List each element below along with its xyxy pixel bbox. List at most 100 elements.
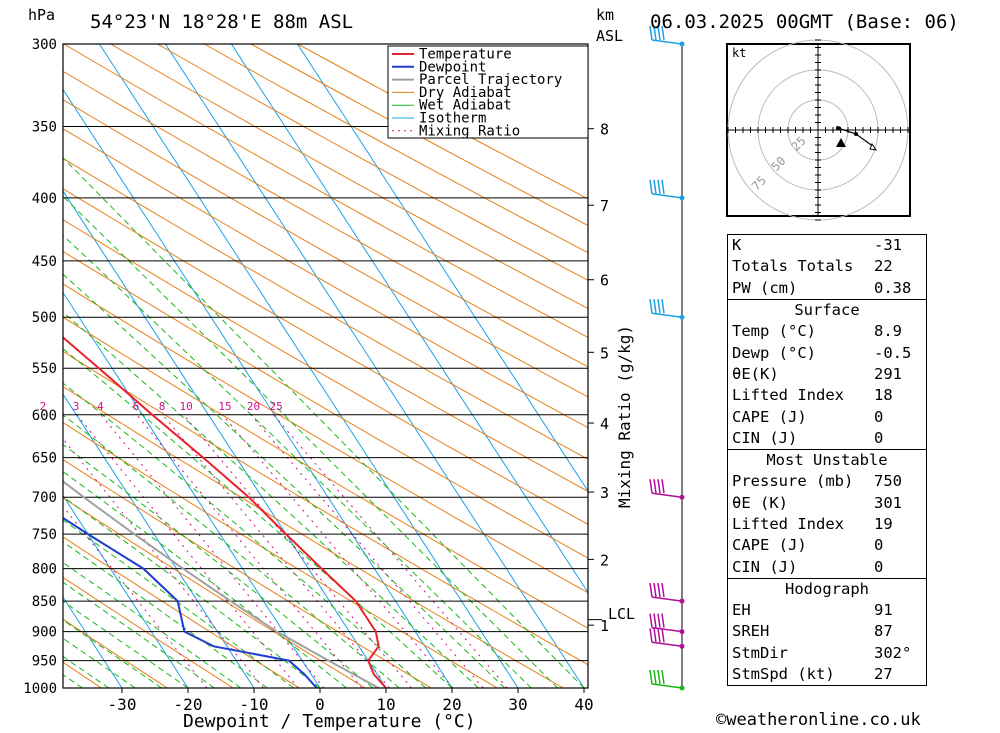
pressure-tick-label: 450 [32,254,57,270]
mixing-ratio-value: 25 [270,400,283,413]
wind-barb-dot [679,41,685,47]
isotherm-line [63,190,387,688]
index-value: 302° [874,643,912,662]
wind-barb-shaft [651,626,683,633]
index-label: Temp (°C) [732,322,816,341]
wind-barb-shaft [651,683,683,689]
profiles [63,336,387,688]
wind-barb-dot [679,629,685,635]
wind-barb-dot [679,598,685,604]
index-row: PW (cm) 0.38 [727,277,927,300]
index-value: 19 [874,515,893,533]
wind-barb-flag [661,25,665,41]
pressure-tick-label: 650 [32,451,57,467]
legend-entry: Isotherm [419,111,486,127]
x-tick-label: 10 [376,695,395,714]
wet-adiabat-line [63,311,479,688]
index-label: θE(K) [732,364,779,383]
wind-barb-flag [653,479,657,494]
isotherm-line [63,291,321,688]
index-label: Totals Totals [732,257,854,276]
dewpoint-line [63,516,318,688]
wind-barb-flag [661,628,665,643]
mixing-ratio-line [76,414,299,688]
mixing-ratio-value: 15 [218,400,231,413]
location-title: 54°23'N 18°28'E 88m ASL [90,11,353,33]
wet-adiabat-line [63,519,294,688]
dry-adiabat-line [110,44,588,310]
index-row: Totals Totals 22 [727,256,927,278]
pressure-tick-label: 350 [32,119,57,135]
index-value: 750 [874,472,902,491]
wind-barb [649,25,685,47]
wind-barb-flag [657,669,661,685]
wet-adiabat-line [63,414,400,688]
pressure-tick-label: 950 [32,654,57,670]
index-value: 87 [874,622,893,641]
x-tick-label: -10 [240,695,269,714]
legend-box [387,45,589,139]
plot-frame [62,43,589,689]
height-unit-asl: ASL [596,27,623,45]
mixing-ratio-value: 3 [73,400,80,413]
dry-adiabat-line [63,44,588,338]
indices-table: K -31 Totals Totals 22 PW (cm) 0.38 Surface… [727,234,927,687]
index-label: CAPE (J) [732,407,807,426]
wind-barb-dot [679,195,685,201]
wind-barb-flag [661,479,665,494]
legend-entry: Dewpoint [419,59,486,75]
mixing-ratio-line [136,414,363,688]
mixing-ratio-line [273,414,508,688]
dry-adiabat-line [63,99,588,398]
hodograph-point [869,142,878,151]
wind-barb-flag [649,628,653,643]
height-tick-label: 6 [600,272,609,290]
site-credit[interactable]: ©weatheronline.co.uk [716,710,921,730]
wet-adiabat-line [63,382,426,688]
wet-adiabat-line [63,348,453,688]
index-value: 18 [874,386,893,405]
index-value: 0 [874,536,884,555]
wind-barb-flag [653,628,657,643]
datetime-title: 06.03.2025 00GMT (Base: 06) [650,11,959,33]
wind-barb-flag [649,669,653,685]
index-label: K [727,234,868,257]
hodograph-unit: kt [732,46,746,60]
index-row: θE (K) 301 [727,492,927,514]
wind-barb-flag [653,582,657,598]
dry-adiabat-line [63,618,168,688]
index-label: CAPE (J) [732,536,807,555]
pressure-tick-label: 1000 [23,681,57,697]
index-label: CIN (J) [727,556,868,579]
index-value: -31 [868,234,927,257]
index-row: CIN (J) 0 [727,556,927,579]
index-row: Lifted Index 19 [727,513,927,536]
wind-barb-flag [649,25,653,41]
wind-barb-flag [661,582,665,598]
x-tick-label: -20 [174,695,203,714]
mixing-ratio-line [162,414,390,688]
mixing-ratio-value: 4 [97,400,104,413]
index-row: Pressure (mb) 750 [727,471,927,493]
wind-barb [649,479,685,500]
dry-adiabat-line [203,44,588,254]
index-row: CIN (J) 0 [727,427,927,450]
index-value: 8.9 [874,322,902,341]
index-value: 0 [868,556,927,579]
dry-adiabat-line [63,350,588,666]
dry-adiabat-line [63,128,588,429]
surface-title: Surface [727,298,927,322]
lcl-label: LCL [608,605,635,623]
wind-barb-flag [657,613,661,628]
index-value: 291 [874,364,902,383]
wind-barb-flag [657,479,661,494]
isotherm-line [164,44,585,688]
index-row: StmDir 302° [727,642,927,664]
pressure-tick-label: 850 [32,594,57,610]
wind-barb-shaft [651,596,683,602]
wind-barb-flag [657,628,661,643]
wind-barb-flag [661,669,665,685]
wind-barb-flag [661,299,665,314]
wind-barb [649,299,685,320]
pressure-tick-label: 500 [32,310,57,326]
